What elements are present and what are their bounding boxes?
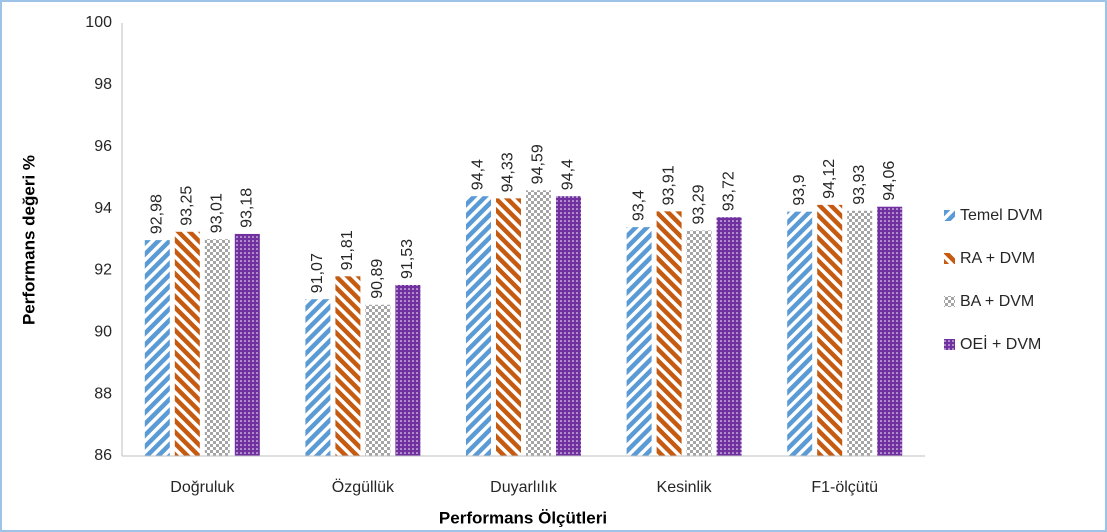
y-tick-label: 88 (94, 385, 112, 402)
bar (496, 198, 521, 457)
bar (204, 239, 230, 456)
data-label: 93,93 (851, 165, 868, 205)
data-label: 91,81 (339, 230, 356, 270)
y-axis-title: Performans değeri % (19, 155, 38, 325)
x-tick-label: Özgüllük (332, 478, 395, 496)
bar (144, 240, 170, 456)
data-label: 94,12 (821, 159, 838, 199)
legend-label: OEİ + DVM (960, 334, 1041, 353)
legend-swatch (944, 339, 955, 350)
bar (556, 196, 581, 456)
bar (626, 227, 652, 456)
bar (787, 211, 813, 456)
data-label: 94,33 (500, 152, 517, 192)
y-tick-label: 92 (94, 262, 112, 279)
y-tick-label: 94 (94, 200, 112, 217)
bar (466, 196, 491, 456)
data-label: 93,25 (179, 186, 196, 226)
data-label: 94,4 (470, 159, 487, 190)
bar (526, 190, 551, 456)
data-label: 92,98 (149, 194, 166, 234)
data-label: 93,72 (720, 171, 737, 211)
bar (234, 233, 260, 456)
bar (656, 211, 682, 456)
data-label: 93,91 (660, 165, 677, 205)
legend-label: RA + DVM (960, 250, 1035, 267)
data-label: 94,59 (530, 144, 547, 184)
data-label: 93,4 (630, 190, 647, 221)
x-tick-label: Duyarlılık (490, 479, 558, 496)
bar (847, 210, 873, 456)
y-tick-label: 90 (94, 324, 112, 341)
data-label: 93,18 (239, 188, 256, 228)
x-tick-label: Doğruluk (170, 479, 235, 496)
bar (686, 230, 712, 456)
x-tick-label: F1-ölçütü (811, 479, 878, 496)
data-label: 93,9 (791, 174, 808, 205)
legend-swatch (944, 210, 955, 221)
data-label: 91,53 (399, 239, 416, 279)
bar (395, 284, 421, 456)
bar (365, 304, 391, 456)
bar (305, 299, 331, 456)
data-label: 94,4 (560, 159, 577, 190)
x-tick-label: Kesinlik (657, 479, 713, 496)
data-label: 94,06 (881, 161, 898, 201)
bar (335, 276, 361, 456)
bar (817, 204, 843, 456)
y-tick-label: 86 (94, 447, 112, 464)
y-tick-label: 98 (94, 76, 112, 93)
legend-label: BA + DVM (960, 293, 1034, 310)
legend-label: Temel DVM (960, 207, 1043, 224)
data-label: 93,01 (209, 193, 226, 233)
y-tick-label: 96 (94, 138, 112, 155)
legend-swatch (944, 253, 955, 264)
bar (716, 217, 742, 456)
data-label: 91,07 (309, 253, 326, 293)
bar (174, 231, 200, 456)
x-axis-title: Performans Ölçütleri (439, 508, 607, 527)
bar (877, 206, 903, 456)
data-label: 93,29 (690, 184, 707, 224)
y-tick-label: 100 (85, 14, 112, 31)
data-label: 90,89 (369, 259, 386, 299)
legend-swatch (944, 296, 955, 307)
